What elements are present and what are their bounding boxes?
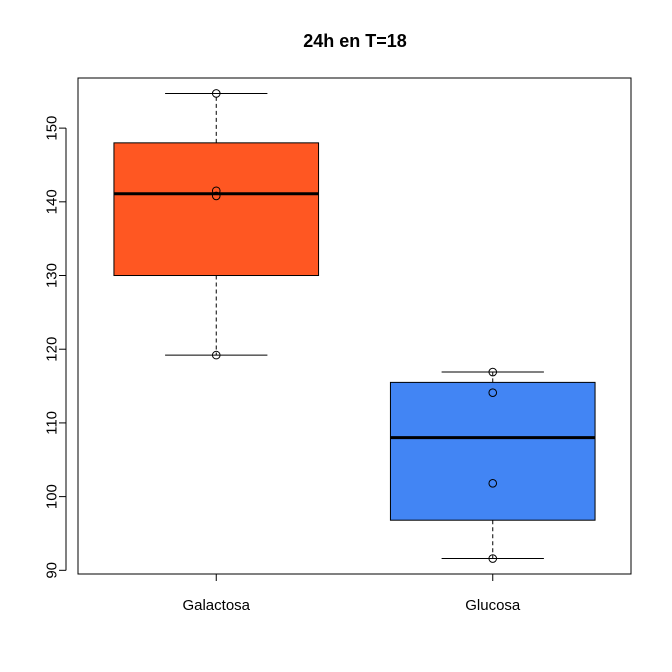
data-point <box>488 388 498 397</box>
x-tick-label: Galactosa <box>182 597 250 614</box>
data-point <box>488 367 498 377</box>
y-tick-label: 140 <box>44 189 61 214</box>
y-tick-label: 130 <box>44 263 61 288</box>
y-tick-label: 110 <box>44 411 61 435</box>
y-tick-label: 150 <box>44 116 61 141</box>
data-point <box>488 479 498 488</box>
boxes-layer <box>113 89 596 563</box>
y-tick-label: 90 <box>44 562 61 579</box>
x-axis: Galactosa Glucosa <box>182 573 521 614</box>
data-point <box>211 186 221 196</box>
y-tick-label: 100 <box>44 484 61 509</box>
box-glucosa <box>389 367 596 563</box>
data-point <box>211 191 221 201</box>
data-point <box>211 350 221 360</box>
box-galactosa <box>113 89 320 360</box>
iqr-box <box>389 381 596 521</box>
y-axis: 90 100 110 120 130 140 150 <box>44 116 67 579</box>
data-point <box>211 89 221 98</box>
x-tick-label: Glucosa <box>465 597 521 614</box>
chart-title: 24h en T=18 <box>303 31 407 51</box>
data-point <box>488 554 498 563</box>
iqr-box <box>113 142 320 277</box>
y-tick-label: 120 <box>44 337 61 362</box>
